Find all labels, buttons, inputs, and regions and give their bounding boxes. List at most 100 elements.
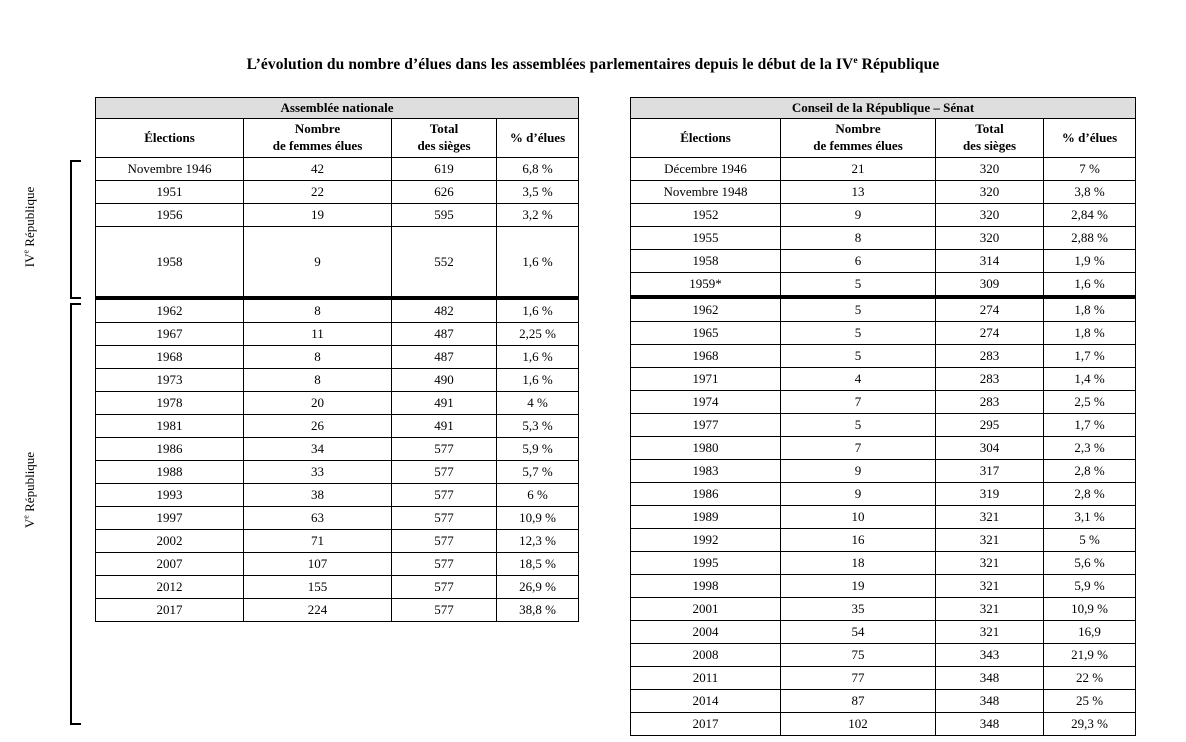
- table-cell: 348: [935, 666, 1044, 690]
- fifth-republic-bracket: [70, 303, 81, 725]
- table-cell: Novembre 1948: [630, 180, 781, 204]
- side-label-fifth-republic: Ve République: [22, 415, 38, 565]
- table-cell: 274: [935, 295, 1044, 322]
- table-row: 1983 9 317 2,8 %: [630, 459, 1137, 483]
- table-cell: 10: [780, 505, 936, 529]
- table-cell: 2,3 %: [1042, 436, 1137, 460]
- table-cell: 5,9 %: [495, 437, 580, 461]
- table-cell: 11: [243, 322, 392, 346]
- table-cell: 577: [391, 529, 497, 553]
- table-cell: 2017: [630, 712, 781, 736]
- table-row: 1965 5 274 1,8 %: [630, 321, 1137, 345]
- table-cell: 283: [935, 367, 1044, 391]
- column-header: Total des sièges: [935, 118, 1044, 158]
- table-row: 1962 5 274 1,8 %: [630, 295, 1137, 322]
- table-cell: 2014: [630, 689, 781, 713]
- table-row: 1988 33 577 5,7 %: [95, 460, 580, 484]
- table-cell: 6,8 %: [495, 157, 580, 181]
- page-title: L’évolution du nombre d’élues dans les a…: [0, 56, 1186, 74]
- table-cell: 3,8 %: [1042, 180, 1137, 204]
- table-row: 2007 107 577 18,5 %: [95, 552, 580, 576]
- table-cell: 25 %: [1042, 689, 1137, 713]
- column-header: % d’élues: [495, 118, 580, 158]
- table-row: 1967 11 487 2,25 %: [95, 322, 580, 346]
- table-cell: 5: [780, 413, 936, 437]
- column-header-row: Élections Nombre de femmes élues Total des…: [95, 118, 580, 158]
- table-cell: 348: [935, 712, 1044, 736]
- table-cell: 2,88 %: [1042, 226, 1137, 250]
- table-cell: 5,6 %: [1042, 551, 1137, 575]
- table-cell: 2017: [95, 598, 244, 622]
- table-cell: 577: [391, 460, 497, 484]
- table-row: 2017 102 348 29,3 %: [630, 712, 1137, 736]
- table-row: 1986 34 577 5,9 %: [95, 437, 580, 461]
- table-cell: 1980: [630, 436, 781, 460]
- assemblee-nationale-table: Assemblée nationale Élections Nombre de f…: [94, 97, 580, 622]
- table-cell: 2,8 %: [1042, 459, 1137, 483]
- table-row: 1959* 5 309 1,6 %: [630, 272, 1137, 298]
- table-row: 1968 8 487 1,6 %: [95, 345, 580, 369]
- table-cell: 1,6 %: [495, 368, 580, 392]
- table-cell: 317: [935, 459, 1044, 483]
- table-cell: 33: [243, 460, 392, 484]
- table-cell: 9: [780, 203, 936, 227]
- table-cell: 491: [391, 414, 497, 438]
- table-cell: 1,6 %: [495, 296, 580, 323]
- table-cell: 304: [935, 436, 1044, 460]
- column-header: Nombre de femmes élues: [243, 118, 392, 158]
- table-row: 1980 7 304 2,3 %: [630, 436, 1137, 460]
- table-cell: 1962: [95, 296, 244, 323]
- table-cell: 5: [780, 295, 936, 322]
- table-cell: 321: [935, 620, 1044, 644]
- table-cell: 619: [391, 157, 497, 181]
- table-cell: 1968: [95, 345, 244, 369]
- table-cell: 1958: [95, 226, 244, 299]
- table-cell: 1958: [630, 249, 781, 273]
- table-cell: 29,3 %: [1042, 712, 1137, 736]
- table-cell: 320: [935, 226, 1044, 250]
- table-cell: 38,8 %: [495, 598, 580, 622]
- table-cell: 321: [935, 597, 1044, 621]
- table-cell: 22 %: [1042, 666, 1137, 690]
- table-row: 1981 26 491 5,3 %: [95, 414, 580, 438]
- table-cell: 102: [780, 712, 936, 736]
- table-cell: 2001: [630, 597, 781, 621]
- table-cell: Décembre 1946: [630, 157, 781, 181]
- side-label-text-end: République: [22, 186, 37, 250]
- table-cell: 9: [243, 226, 392, 299]
- table-cell: 18,5 %: [495, 552, 580, 576]
- table-cell: 1967: [95, 322, 244, 346]
- table-cell: 1977: [630, 413, 781, 437]
- table-cell: 5,9 %: [1042, 574, 1137, 598]
- table-cell: 107: [243, 552, 392, 576]
- table-cell: 1989: [630, 505, 781, 529]
- table-cell: 2,8 %: [1042, 482, 1137, 506]
- table-cell: 577: [391, 575, 497, 599]
- table-cell: 5,7 %: [495, 460, 580, 484]
- table-row: 1952 9 320 2,84 %: [630, 203, 1137, 227]
- table-cell: 224: [243, 598, 392, 622]
- table-cell: 1951: [95, 180, 244, 204]
- table-cell: 1986: [95, 437, 244, 461]
- table-cell: 487: [391, 345, 497, 369]
- table-cell: 283: [935, 344, 1044, 368]
- table-cell: 2,5 %: [1042, 390, 1137, 414]
- column-header-row: Élections Nombre de femmes élues Total des…: [630, 118, 1137, 158]
- table-cell: 1,6 %: [495, 345, 580, 369]
- table-row: 1977 5 295 1,7 %: [630, 413, 1137, 437]
- table-cell: 8: [243, 296, 392, 323]
- table-cell: 320: [935, 203, 1044, 227]
- table-cell: 1,7 %: [1042, 344, 1137, 368]
- table-cell: 26: [243, 414, 392, 438]
- table-cell: 321: [935, 505, 1044, 529]
- table-cell: 9: [780, 482, 936, 506]
- table-cell: 3,1 %: [1042, 505, 1137, 529]
- table-row: Novembre 1948 13 320 3,8 %: [630, 180, 1137, 204]
- title-text: L’évolution du nombre d’élues dans les a…: [246, 56, 854, 73]
- table-row: 1955 8 320 2,88 %: [630, 226, 1137, 250]
- column-header: Nombre de femmes élues: [780, 118, 936, 158]
- table-row: 2001 35 321 10,9 %: [630, 597, 1137, 621]
- table-cell: 5: [780, 344, 936, 368]
- table-cell: 1983: [630, 459, 781, 483]
- table-row: 1978 20 491 4 %: [95, 391, 580, 415]
